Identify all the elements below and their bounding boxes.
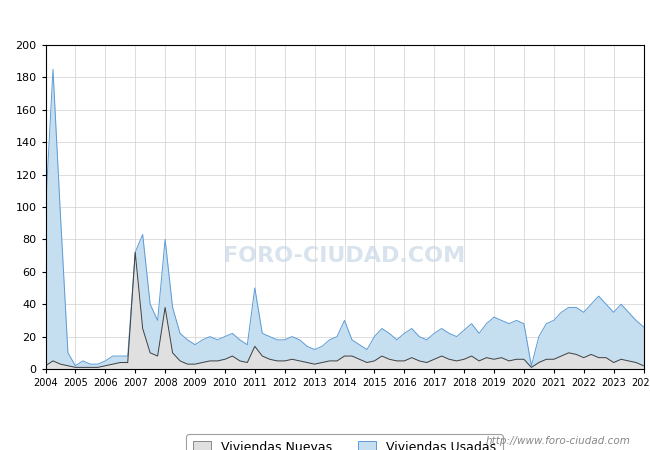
- Legend: Viviendas Nuevas, Viviendas Usadas: Viviendas Nuevas, Viviendas Usadas: [187, 434, 502, 450]
- Text: http://www.foro-ciudad.com: http://www.foro-ciudad.com: [486, 436, 630, 446]
- Text: FORO-CIUDAD.COM: FORO-CIUDAD.COM: [224, 246, 465, 266]
- Text: Lora del Río - Evolucion del Nº de Transacciones Inmobiliarias: Lora del Río - Evolucion del Nº de Trans…: [99, 9, 551, 24]
